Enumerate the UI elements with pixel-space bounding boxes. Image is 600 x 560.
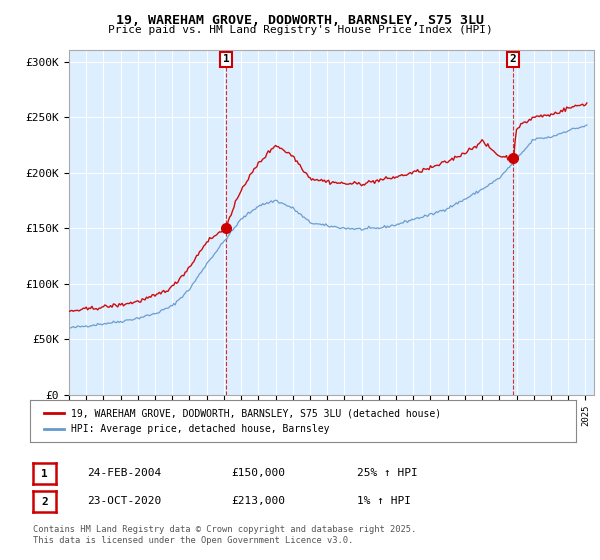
Text: 24-FEB-2004: 24-FEB-2004 xyxy=(87,468,161,478)
Text: 2: 2 xyxy=(41,497,48,507)
Legend: 19, WAREHAM GROVE, DODWORTH, BARNSLEY, S75 3LU (detached house), HPI: Average pr: 19, WAREHAM GROVE, DODWORTH, BARNSLEY, S… xyxy=(40,405,445,438)
Text: 1: 1 xyxy=(223,54,229,64)
Text: 1: 1 xyxy=(41,469,48,479)
Text: 19, WAREHAM GROVE, DODWORTH, BARNSLEY, S75 3LU: 19, WAREHAM GROVE, DODWORTH, BARNSLEY, S… xyxy=(116,14,484,27)
Text: £213,000: £213,000 xyxy=(231,496,285,506)
Text: 2: 2 xyxy=(510,54,517,64)
Text: 23-OCT-2020: 23-OCT-2020 xyxy=(87,496,161,506)
Text: 1% ↑ HPI: 1% ↑ HPI xyxy=(357,496,411,506)
Text: Contains HM Land Registry data © Crown copyright and database right 2025.
This d: Contains HM Land Registry data © Crown c… xyxy=(33,525,416,545)
Text: Price paid vs. HM Land Registry's House Price Index (HPI): Price paid vs. HM Land Registry's House … xyxy=(107,25,493,35)
Text: 25% ↑ HPI: 25% ↑ HPI xyxy=(357,468,418,478)
Text: £150,000: £150,000 xyxy=(231,468,285,478)
